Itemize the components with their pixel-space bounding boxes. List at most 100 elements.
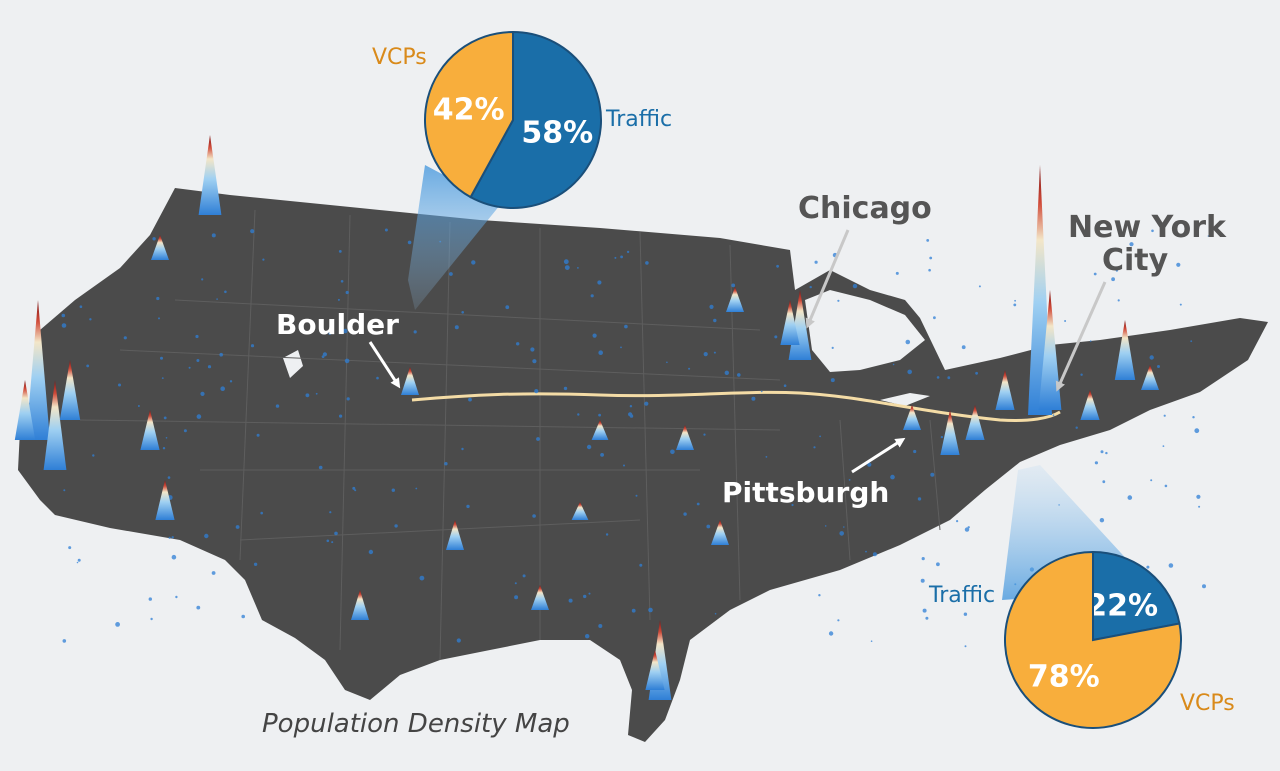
pie1-pct-vcps: 42% xyxy=(433,93,505,128)
population-dot xyxy=(837,619,840,622)
population-dot xyxy=(196,414,202,419)
nyc-arrow xyxy=(1055,281,1107,392)
population-dot xyxy=(305,393,310,398)
population-dot xyxy=(150,617,153,621)
population-dot xyxy=(86,364,90,368)
population-dot xyxy=(936,376,940,379)
population-dot xyxy=(890,474,895,480)
population-dot xyxy=(688,367,691,370)
pittsburgh-arrow xyxy=(851,437,906,474)
population-dot xyxy=(783,384,787,388)
population-dot xyxy=(461,447,464,451)
population-dot xyxy=(564,265,570,270)
map-caption: Population Density Map xyxy=(262,709,570,739)
population-dot xyxy=(415,487,418,490)
population-dot xyxy=(534,389,539,394)
population-dot xyxy=(1013,303,1017,307)
population-dot xyxy=(813,446,816,449)
population-dot xyxy=(644,401,649,406)
population-dot xyxy=(765,456,768,458)
population-dot xyxy=(315,392,318,395)
population-dot xyxy=(839,531,844,536)
population-dot xyxy=(162,447,166,450)
density-spike xyxy=(351,590,369,620)
density-spike xyxy=(1114,320,1136,380)
population-dot xyxy=(922,608,927,613)
pie2-slice-traffic xyxy=(1092,550,1181,642)
population-dot xyxy=(724,370,729,375)
density-spike xyxy=(59,360,81,420)
density-spike xyxy=(1141,365,1159,390)
population-dot xyxy=(929,256,933,260)
population-dot xyxy=(342,328,348,334)
population-dot xyxy=(466,504,470,509)
population-dot xyxy=(905,339,911,345)
population-dot xyxy=(872,552,877,557)
population-dot xyxy=(731,283,736,288)
density-spike xyxy=(645,650,665,690)
population-dot xyxy=(63,489,66,492)
population-dot xyxy=(828,631,834,636)
density-spike xyxy=(571,502,589,520)
population-dot xyxy=(148,597,152,601)
density-spike xyxy=(198,135,222,215)
population-dot xyxy=(454,325,459,330)
population-dot xyxy=(536,437,540,441)
population-dot xyxy=(961,345,966,350)
population-dot xyxy=(737,373,741,377)
population-dot xyxy=(936,562,940,567)
population-dot xyxy=(152,237,156,241)
population-dot xyxy=(629,414,634,418)
population-dot xyxy=(219,352,223,357)
density-spike xyxy=(26,300,50,440)
population-dot xyxy=(867,462,872,467)
density-spike xyxy=(940,410,960,455)
population-dot xyxy=(913,449,917,454)
population-dot xyxy=(1075,426,1078,429)
density-spike xyxy=(401,367,419,395)
population-dot xyxy=(207,365,212,369)
population-dot xyxy=(568,598,573,603)
population-dot xyxy=(321,355,325,358)
population-dot xyxy=(275,404,280,408)
population-dot xyxy=(338,250,342,253)
population-dot xyxy=(774,335,778,339)
population-dot xyxy=(77,558,81,562)
population-dot xyxy=(751,396,756,401)
population-dot xyxy=(1176,262,1181,267)
population-dot xyxy=(620,346,622,349)
population-dot xyxy=(1149,355,1154,360)
population-dot xyxy=(760,390,763,393)
population-dot xyxy=(814,260,818,264)
population-dot xyxy=(532,359,537,364)
population-dot xyxy=(229,380,233,383)
population-dot xyxy=(639,563,643,567)
population-dot xyxy=(322,352,327,357)
population-dot xyxy=(598,350,603,356)
boulder-pie-chart: 58% 42% xyxy=(424,30,602,209)
state-borders xyxy=(79,209,941,661)
population-dot xyxy=(456,638,461,643)
population-dot xyxy=(928,268,931,272)
population-dot xyxy=(626,250,630,254)
population-dot xyxy=(590,294,594,298)
population-dot xyxy=(1163,414,1166,417)
density-spike xyxy=(965,405,985,440)
population-dot xyxy=(471,260,476,265)
population-dot xyxy=(188,366,191,369)
population-dot xyxy=(163,416,167,420)
population-dot xyxy=(848,479,851,481)
population-dot xyxy=(563,259,569,265)
population-dot xyxy=(791,503,794,507)
population-dot xyxy=(224,290,227,294)
population-dot xyxy=(253,562,258,566)
lake-michigan xyxy=(805,290,925,372)
population-dot xyxy=(413,330,417,334)
population-dot xyxy=(1194,428,1200,434)
pie2-pct-vcps: 78% xyxy=(1028,659,1100,694)
population-dot xyxy=(449,272,453,276)
population-dot xyxy=(920,578,925,583)
density-spike xyxy=(1080,390,1100,420)
population-dot xyxy=(892,363,895,366)
population-dot xyxy=(195,334,199,339)
